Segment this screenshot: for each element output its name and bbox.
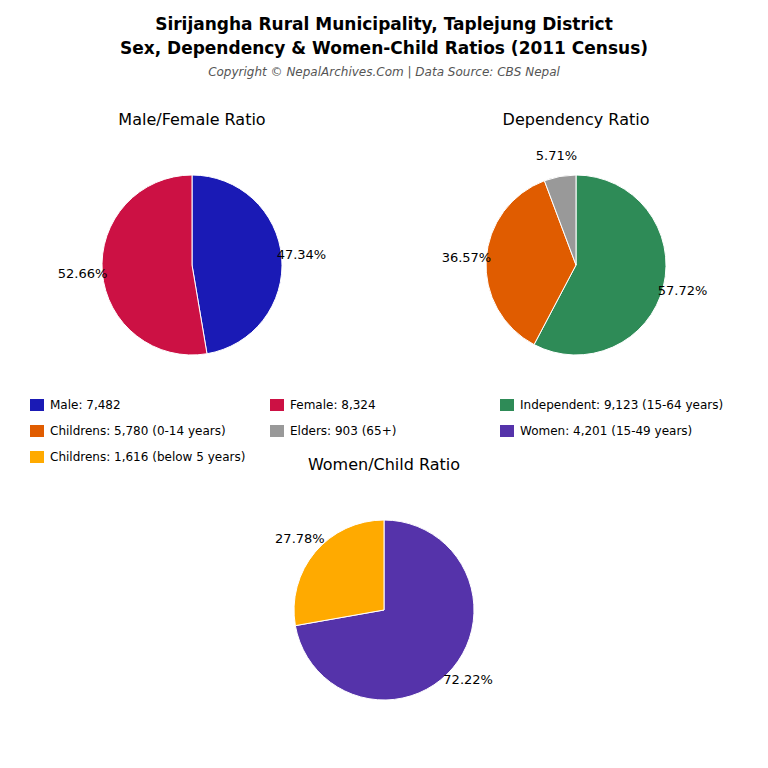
data-label: 52.66% (58, 266, 108, 281)
pie-slice (544, 175, 576, 265)
chart: Sirijangha Rural Municipality, Taplejung… (0, 0, 768, 768)
pie-title: Women/Child Ratio (308, 455, 460, 474)
legend-label: Male: 7,482 (50, 398, 121, 412)
legend-swatch (270, 399, 284, 411)
legend: Male: 7,482 Female: 8,324 Independent: 9,1… (30, 398, 723, 464)
legend-swatch (500, 425, 514, 437)
legend-label: Childrens: 5,780 (0-14 years) (50, 424, 226, 438)
legend-label: Female: 8,324 (290, 398, 376, 412)
pie: 47.34% 52.66% (58, 175, 326, 355)
pie: 57.72% 36.57% 5.71% (442, 148, 708, 355)
legend-label: Women: 4,201 (15-49 years) (520, 424, 692, 438)
data-label: 47.34% (277, 247, 327, 262)
pie-title: Male/Female Ratio (118, 110, 265, 129)
pie-slice (192, 175, 282, 354)
data-label: 36.57% (442, 250, 492, 265)
legend-swatch (500, 399, 514, 411)
annotation: Copyright © NepalArchives.Com | Data Sou… (208, 65, 560, 79)
legend-swatch (30, 451, 44, 463)
legend-label: Elders: 903 (65+) (290, 424, 396, 438)
data-label: 72.22% (443, 672, 493, 687)
legend-label: Childrens: 1,616 (below 5 years) (50, 450, 245, 464)
legend-swatch (30, 425, 44, 437)
subtitle: Sex, Dependency & Women-Child Ratios (20… (120, 38, 648, 58)
data-label: 5.71% (536, 148, 577, 163)
title: Sirijangha Rural Municipality, Taplejung… (155, 14, 613, 34)
pie-slice (102, 175, 207, 355)
legend-swatch (30, 399, 44, 411)
data-label: 57.72% (658, 283, 708, 298)
legend-swatch (270, 425, 284, 437)
data-label: 27.78% (275, 531, 325, 546)
pie-title: Dependency Ratio (503, 110, 650, 129)
legend-label: Independent: 9,123 (15-64 years) (520, 398, 723, 412)
pie: 72.22% 27.78% (275, 520, 493, 700)
